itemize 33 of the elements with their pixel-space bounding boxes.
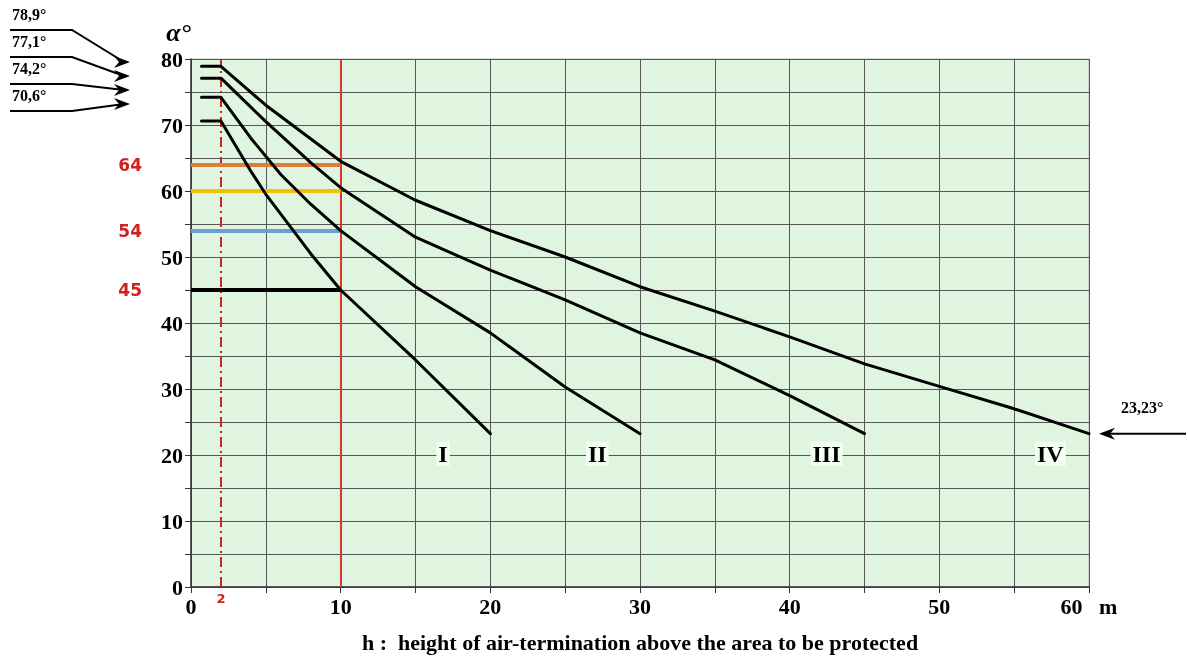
ref-line-label: 64 — [118, 154, 143, 175]
x-tick-label: 20 — [479, 593, 502, 619]
line-series — [199, 76, 866, 436]
line-series — [199, 95, 642, 436]
x-tick-label: 30 — [629, 593, 651, 619]
ref-line-label: 54 — [118, 220, 143, 241]
x-axis-title: h : height of air-termination above the area to be protected — [361, 629, 919, 655]
y-tick-label: 10 — [161, 508, 183, 534]
y-axis-title: α° — [166, 17, 192, 47]
series-label: I — [438, 440, 448, 467]
ref-line-label: 2 — [216, 591, 226, 606]
text: 77,1° — [12, 32, 47, 50]
text: 74,2° — [12, 59, 47, 77]
x-tick-label: 50 — [928, 593, 951, 619]
series-label: II — [588, 440, 607, 467]
text: 70,6° — [12, 86, 47, 104]
x-tick-label: 40 — [778, 593, 801, 619]
annotation: 23,23° — [1121, 399, 1164, 417]
y-tick-label: 50 — [161, 244, 183, 270]
y-tick-label: 20 — [161, 442, 183, 468]
y-tick-label: 60 — [161, 178, 183, 204]
y-tick-label: 40 — [161, 310, 183, 336]
ref-line-label: 45 — [118, 280, 142, 300]
line-series — [199, 64, 1091, 436]
y-tick-label: 0 — [172, 574, 183, 600]
text: 78,9° — [12, 5, 47, 23]
x-tick-label: 10 — [329, 593, 352, 619]
y-tick-label: 70 — [161, 112, 183, 138]
y-tick-label: 80 — [161, 46, 183, 72]
series-label: IV — [1037, 440, 1065, 467]
x-tick-label: 60 m — [1060, 593, 1118, 619]
y-tick-label: 30 — [161, 376, 183, 402]
series-label: III — [812, 440, 841, 467]
